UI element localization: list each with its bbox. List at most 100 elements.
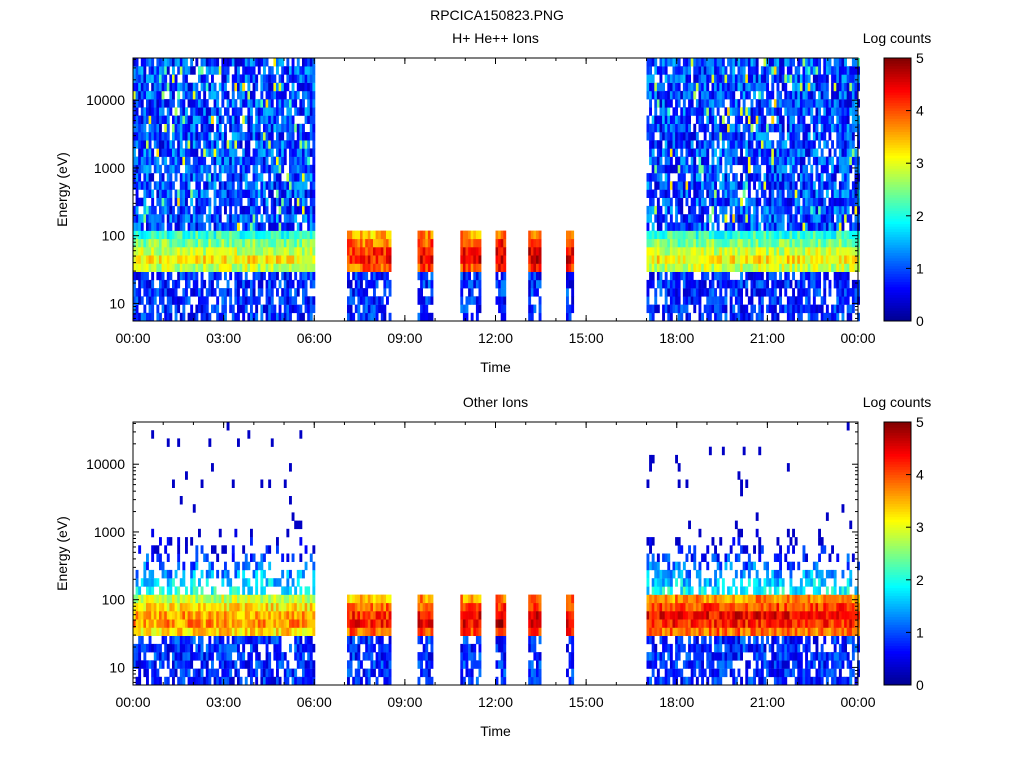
heatmap-cell [734, 181, 738, 190]
heatmap-cell [231, 189, 235, 198]
heatmap-cell [273, 312, 277, 322]
heatmap-cell [179, 312, 183, 322]
heatmap-cell [133, 148, 136, 157]
heatmap-cell [685, 312, 689, 322]
heatmap-cell [698, 173, 702, 182]
heatmap-cell [794, 181, 798, 190]
heatmap-cell [760, 115, 764, 124]
heatmap-cell [779, 197, 782, 207]
heatmap-cell [255, 140, 259, 149]
heatmap-cell [677, 164, 681, 174]
heatmap-cell [664, 115, 668, 124]
heatmap-cell [672, 304, 676, 314]
heatmap-cell [727, 181, 730, 190]
heatmap-cell [841, 230, 845, 240]
heatmap-cell [273, 230, 277, 240]
heatmap-cell [799, 58, 803, 67]
heatmap-cell [430, 279, 434, 289]
heatmap-cell [185, 263, 188, 272]
heatmap-cell [151, 66, 155, 75]
heatmap-cell [270, 197, 274, 207]
heatmap-cell [729, 148, 733, 157]
heatmap-cell [347, 312, 350, 322]
heatmap-cell [662, 148, 665, 157]
heatmap-cell [138, 222, 142, 231]
heatmap-cell [276, 197, 279, 207]
heatmap-cell [773, 296, 777, 305]
heatmap-cell [792, 156, 795, 166]
heatmap-cell [283, 197, 287, 207]
heatmap-cell [213, 230, 217, 240]
heatmap-cell [781, 66, 785, 75]
heatmap-cell [304, 238, 308, 248]
heatmap-cell [857, 247, 860, 256]
heatmap-cell [503, 263, 507, 272]
heatmap-cell [776, 140, 780, 149]
heatmap-cell [680, 312, 684, 322]
heatmap-cell [745, 238, 749, 248]
heatmap-cell [781, 255, 785, 264]
heatmap-cell [148, 107, 152, 116]
heatmap-cell [740, 271, 743, 281]
heatmap-cell [838, 164, 842, 174]
heatmap-cell [224, 288, 227, 297]
heatmap-cell [802, 164, 806, 174]
heatmap-cell [166, 238, 170, 248]
heatmap-cell [370, 255, 374, 264]
heatmap-cell [260, 58, 264, 67]
heatmap-cell [812, 271, 816, 281]
heatmap-cell [737, 255, 741, 264]
heatmap-cell [727, 263, 730, 272]
heatmap-cell [776, 173, 780, 182]
heatmap-cell [688, 181, 691, 190]
heatmap-cell [172, 676, 175, 686]
heatmap-cell [208, 107, 212, 116]
heatmap-cell [159, 173, 162, 182]
heatmap-cell [672, 288, 676, 297]
heatmap-cell [195, 304, 199, 314]
heatmap-cell [823, 263, 827, 272]
heatmap-cell [654, 238, 658, 248]
heatmap-cell [820, 173, 824, 182]
heatmap-cell [195, 263, 199, 272]
heatmap-cell [166, 255, 170, 264]
heatmap-cell [789, 255, 793, 264]
heatmap-cell [810, 247, 814, 256]
heatmap-cell [656, 205, 660, 215]
heatmap-cell [187, 271, 191, 281]
heatmap-cell [294, 173, 298, 182]
heatmap-cell [755, 312, 759, 322]
heatmap-cell [425, 255, 429, 264]
heatmap-cell [662, 107, 665, 116]
heatmap-cell [711, 99, 715, 108]
heatmap-cell [753, 263, 756, 272]
heatmap-cell [192, 107, 196, 116]
heatmap-cell [818, 132, 821, 141]
heatmap-cell [203, 82, 207, 92]
heatmap-cell [810, 115, 814, 124]
heatmap-cell [208, 115, 212, 124]
heatmap-cell [263, 74, 266, 83]
heatmap-cell [807, 173, 811, 182]
heatmap-cell [430, 296, 434, 305]
heatmap-cell [465, 312, 469, 322]
heatmap-cell [659, 205, 663, 215]
heatmap-cell [706, 312, 710, 322]
heatmap-cell [758, 312, 762, 322]
heatmap-cell [231, 230, 235, 240]
heatmap-cell [169, 569, 173, 579]
heatmap-cell [719, 90, 723, 100]
heatmap-cell [386, 247, 389, 256]
colorbar-step [884, 260, 911, 264]
heatmap-cell [766, 304, 769, 314]
heatmap-cell [357, 304, 361, 314]
heatmap-cell [851, 123, 855, 133]
heatmap-cell [221, 288, 225, 297]
heatmap-cell [651, 230, 655, 240]
heatmap-cell [857, 66, 860, 75]
heatmap-cell [498, 255, 501, 264]
heatmap-cell [740, 230, 743, 240]
heatmap-cell [244, 230, 248, 240]
heatmap-cell [151, 643, 155, 653]
heatmap-cell [789, 148, 793, 157]
